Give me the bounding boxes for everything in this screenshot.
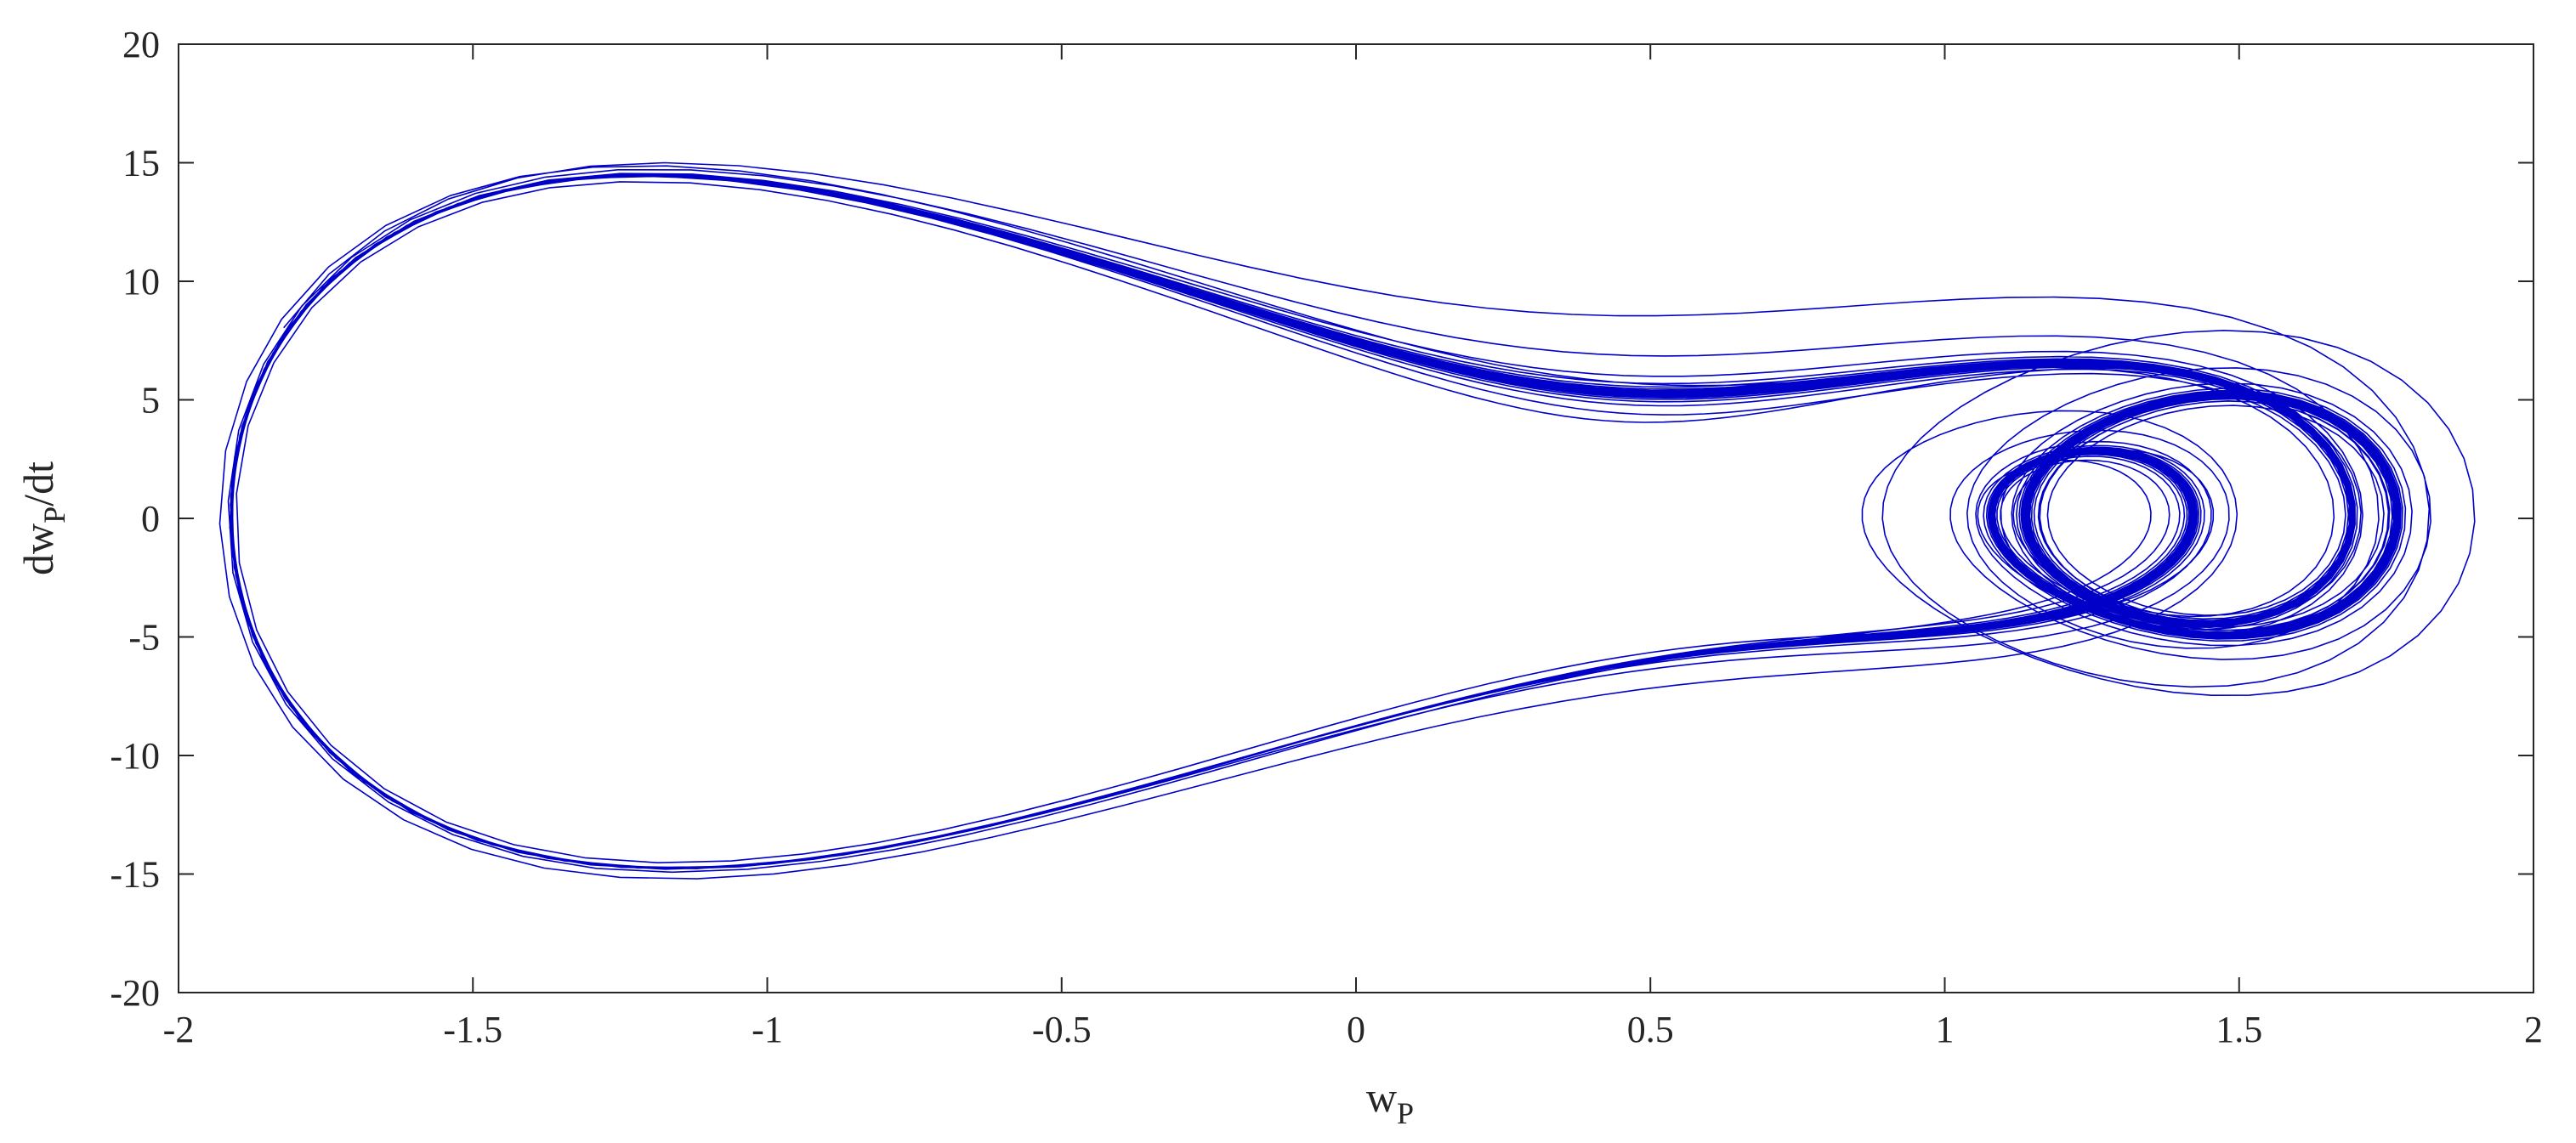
y-axis-ticks: -20 -15 -10 -5 0 5 10 15 20	[110, 24, 2533, 1014]
x-tick-label: 0	[1347, 1009, 1365, 1050]
y-tick-label: -20	[110, 972, 160, 1014]
x-tick-label: -1.5	[443, 1009, 502, 1050]
x-tick-label: -1	[752, 1009, 783, 1050]
trajectory-line	[218, 161, 2476, 880]
x-tick-label: 0.5	[1627, 1009, 1674, 1050]
y-tick-label: -15	[110, 854, 160, 896]
y-tick-label: 5	[141, 380, 160, 422]
x-axis-label: wP	[1366, 1073, 1414, 1130]
y-tick-label: 20	[122, 24, 160, 65]
x-axis-label-subscript: P	[1397, 1096, 1414, 1130]
x-tick-label: 1.5	[2216, 1009, 2262, 1050]
y-tick-label: 10	[122, 261, 160, 303]
y-axis-label-subscript: P	[37, 506, 71, 523]
x-tick-label: -0.5	[1032, 1009, 1092, 1050]
y-tick-label: 15	[122, 143, 160, 184]
x-tick-label: -2	[163, 1009, 195, 1050]
y-tick-label: 0	[141, 498, 160, 540]
y-tick-label: -5	[128, 617, 160, 659]
trajectory-series	[218, 161, 2476, 880]
x-axis-label-main: w	[1366, 1073, 1397, 1121]
x-axis-ticks: -2 -1.5 -1 -0.5 0 0.5 1 1.5 2	[163, 44, 2543, 1050]
x-tick-label: 2	[2524, 1009, 2543, 1050]
y-tick-label: -10	[110, 735, 160, 777]
y-axis-label-prefix: dw	[14, 523, 62, 575]
x-tick-label: 1	[1936, 1009, 1955, 1050]
y-axis-label-suffix: /dt	[14, 461, 62, 506]
y-axis-label: dwP/dt	[14, 461, 71, 575]
